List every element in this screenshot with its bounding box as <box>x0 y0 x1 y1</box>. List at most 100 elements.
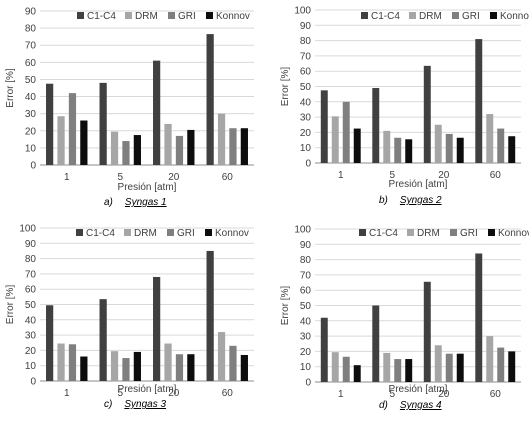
y-tick-label: 100 <box>19 224 36 235</box>
y-tick-label: 10 <box>25 143 37 154</box>
x-tick-label: 20 <box>438 170 450 181</box>
y-tick-label: 50 <box>300 82 312 93</box>
legend-label: DRM <box>135 11 158 22</box>
legend-label: Konnov <box>215 228 249 239</box>
y-tick-label: 90 <box>300 21 312 32</box>
bar-drm-5 <box>110 351 119 381</box>
legend-swatch <box>359 229 366 236</box>
y-tick-label: 80 <box>300 255 312 266</box>
x-tick-label: 60 <box>490 389 502 400</box>
x-axis-title: Presión [atm] <box>118 182 177 193</box>
bar-konnov-60 <box>508 136 516 163</box>
legend-swatch <box>76 229 83 236</box>
bar-konnov-5 <box>133 135 141 165</box>
bar-konnov-1 <box>80 356 88 381</box>
bar-drm-20 <box>164 343 172 381</box>
y-tick-label: 50 <box>25 75 37 86</box>
x-tick-label: 1 <box>64 172 70 183</box>
bar-gri-1 <box>68 93 77 165</box>
x-axis-title: Presión [atm] <box>389 179 448 190</box>
caption-prefix: a) <box>104 197 113 208</box>
bar-drm-60 <box>486 336 494 382</box>
bar-gri-20 <box>445 353 453 382</box>
y-tick-label: 20 <box>25 126 37 137</box>
bar-c1-c4-60 <box>475 39 483 163</box>
y-tick-label: 0 <box>305 159 311 170</box>
x-tick-label: 60 <box>222 172 234 183</box>
legend-swatch <box>450 229 457 236</box>
caption-prefix: d) <box>379 400 388 411</box>
legend-label: GRI <box>460 228 478 239</box>
bar-c1-c4-20 <box>423 65 431 163</box>
bar-drm-1 <box>331 352 339 382</box>
bar-c1-c4-1 <box>46 83 54 165</box>
bar-gri-1 <box>342 101 350 163</box>
legend-swatch <box>168 12 175 19</box>
legend-swatch <box>124 229 131 236</box>
bar-konnov-60 <box>240 354 248 381</box>
y-tick-label: 40 <box>300 97 312 108</box>
bar-c1-c4-60 <box>206 34 214 165</box>
panel-caption: b) Syngas 2 <box>379 195 442 206</box>
bar-drm-20 <box>434 345 442 382</box>
caption-name: Syngas 4 <box>400 400 442 411</box>
legend-label: GRI <box>462 11 480 22</box>
y-tick-label: 60 <box>25 285 37 296</box>
chart-panel-1: 0 10 20 30 40 50 60 70 80 90 1 5 20 60 C1-C4 DRM GRI Konn… <box>5 7 254 208</box>
bar-konnov-5 <box>133 351 141 381</box>
chart-panel-4: 0 10 20 30 40 50 60 70 80 90 100 1 5 20 60 C1-C4 DRM GRI K… <box>280 225 529 412</box>
bar-drm-5 <box>383 352 391 382</box>
caption-name: Syngas 1 <box>125 197 167 208</box>
bar-gri-5 <box>122 141 130 165</box>
legend-swatch <box>125 12 132 19</box>
x-axis-title: Presión [atm] <box>118 384 177 395</box>
y-tick-label: 70 <box>300 51 312 62</box>
y-axis-title: Error [%] <box>280 67 291 107</box>
bar-gri-1 <box>342 356 350 382</box>
y-tick-label: 80 <box>25 254 37 265</box>
y-tick-label: 70 <box>300 270 312 281</box>
bar-c1-c4-5 <box>372 88 380 163</box>
bar-c1-c4-5 <box>372 305 380 382</box>
y-tick-label: 40 <box>25 92 37 103</box>
x-tick-label: 20 <box>438 389 450 400</box>
caption-name: Syngas 2 <box>400 195 442 206</box>
bar-drm-60 <box>217 113 226 165</box>
bar-gri-60 <box>497 347 505 382</box>
bar-konnov-20 <box>456 137 464 163</box>
bar-konnov-60 <box>508 351 516 382</box>
y-tick-label: 60 <box>300 67 312 78</box>
bar-c1-c4-1 <box>46 305 54 381</box>
y-tick-label: 90 <box>25 7 37 18</box>
x-tick-label: 20 <box>168 172 180 183</box>
bar-c1-c4-5 <box>99 82 107 165</box>
legend-label: GRI <box>178 11 196 22</box>
bar-konnov-20 <box>187 129 195 165</box>
bar-drm-1 <box>57 343 65 381</box>
legend-swatch <box>409 12 416 19</box>
legend-label: Konnov <box>216 11 250 22</box>
bar-drm-5 <box>110 131 119 165</box>
x-tick-label: 5 <box>389 389 395 400</box>
y-tick-label: 20 <box>300 128 312 139</box>
y-tick-label: 30 <box>25 109 37 120</box>
legend-swatch <box>490 12 497 19</box>
y-tick-label: 40 <box>25 315 37 326</box>
legend-swatch <box>452 12 459 19</box>
chart-panel-3: 0 10 20 30 40 50 60 70 80 90 100 1 5 20 60 C1-C4 DRM GRI K… <box>5 224 254 410</box>
bar-c1-c4-1 <box>320 90 328 163</box>
legend-label: C1-C4 <box>86 228 115 239</box>
y-tick-label: 90 <box>25 239 37 250</box>
bar-gri-60 <box>229 345 237 381</box>
legend-swatch <box>488 229 495 236</box>
legend-label: Konnov <box>500 11 529 22</box>
bar-gri-5 <box>394 359 402 382</box>
bar-drm-60 <box>486 114 494 163</box>
x-tick-label: 1 <box>338 389 344 400</box>
bar-konnov-1 <box>80 120 88 165</box>
y-tick-label: 90 <box>300 240 312 251</box>
legend-label: DRM <box>419 11 442 22</box>
bar-gri-60 <box>229 128 237 165</box>
x-tick-label: 20 <box>168 388 180 399</box>
bar-c1-c4-60 <box>475 253 483 382</box>
